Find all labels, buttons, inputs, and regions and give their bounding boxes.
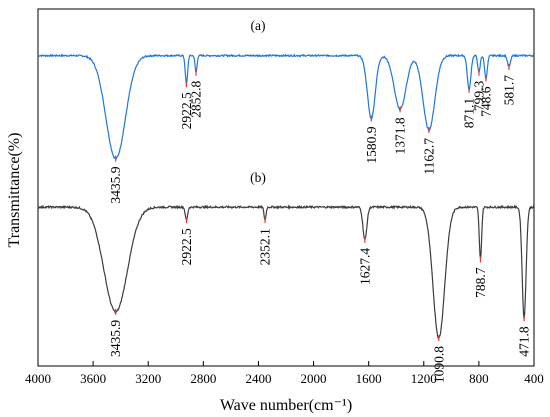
x-tick-label-1600: 1600 <box>356 371 382 386</box>
x-tick-label-800: 800 <box>469 371 489 386</box>
peak-label-b-2922.5: 2922.5 <box>179 228 194 265</box>
peak-label-a-748.6: 748.6 <box>478 86 493 117</box>
x-tick-label-4000: 4000 <box>25 371 51 386</box>
peak-label-a-1371.8: 1371.8 <box>393 117 408 154</box>
peak-label-b-788.7: 788.7 <box>473 267 488 298</box>
peak-label-a-799.3: 799.3 <box>471 81 486 112</box>
x-tick-label-2800: 2800 <box>190 371 216 386</box>
peak-label-b-1627.4: 1627.4 <box>357 248 372 285</box>
peak-label-a-1580.9: 1580.9 <box>364 126 379 163</box>
series-b-label: (b) <box>250 170 266 185</box>
y-axis-title: Transmittance(%) <box>6 133 23 248</box>
peak-label-b-471.8: 471.8 <box>517 326 532 357</box>
x-axis-title: Wave number(cm⁻¹) <box>220 397 352 414</box>
x-tick-label-1200: 1200 <box>411 371 437 386</box>
series-b-line <box>37 204 535 340</box>
series-b-group: 3435.9 2922.5 2352.1 1627.4 1090.8 788.7 471.8 <box>37 204 535 383</box>
peak-label-a-581.7: 581.7 <box>501 75 516 106</box>
x-tick-label-3200: 3200 <box>135 371 161 386</box>
peak-label-b-2352.1: 2352.1 <box>258 228 273 265</box>
peak-label-a-3435.9: 3435.9 <box>108 166 123 203</box>
x-axis-ticks: 4000 3600 3200 2800 2400 2000 1600 1200 800 400 <box>25 361 544 386</box>
peak-label-b-3435.9: 3435.9 <box>108 320 123 357</box>
x-tick-label-2000: 2000 <box>301 371 327 386</box>
peak-label-a-871.1: 871.1 <box>462 98 477 128</box>
peak-label-a-1162.7: 1162.7 <box>421 138 436 175</box>
series-a-label: (a) <box>251 18 266 33</box>
x-tick-label-400: 400 <box>524 371 544 386</box>
x-tick-label-3600: 3600 <box>80 371 106 386</box>
series-a-line <box>37 53 535 160</box>
peak-label-b-1090.8: 1090.8 <box>431 346 446 383</box>
peak-label-a-2922.5: 2922.5 <box>179 92 194 129</box>
plot-frame <box>37 8 535 367</box>
x-tick-label-2400: 2400 <box>245 371 271 386</box>
peak-label-a-2852.8: 2852.8 <box>189 81 204 118</box>
